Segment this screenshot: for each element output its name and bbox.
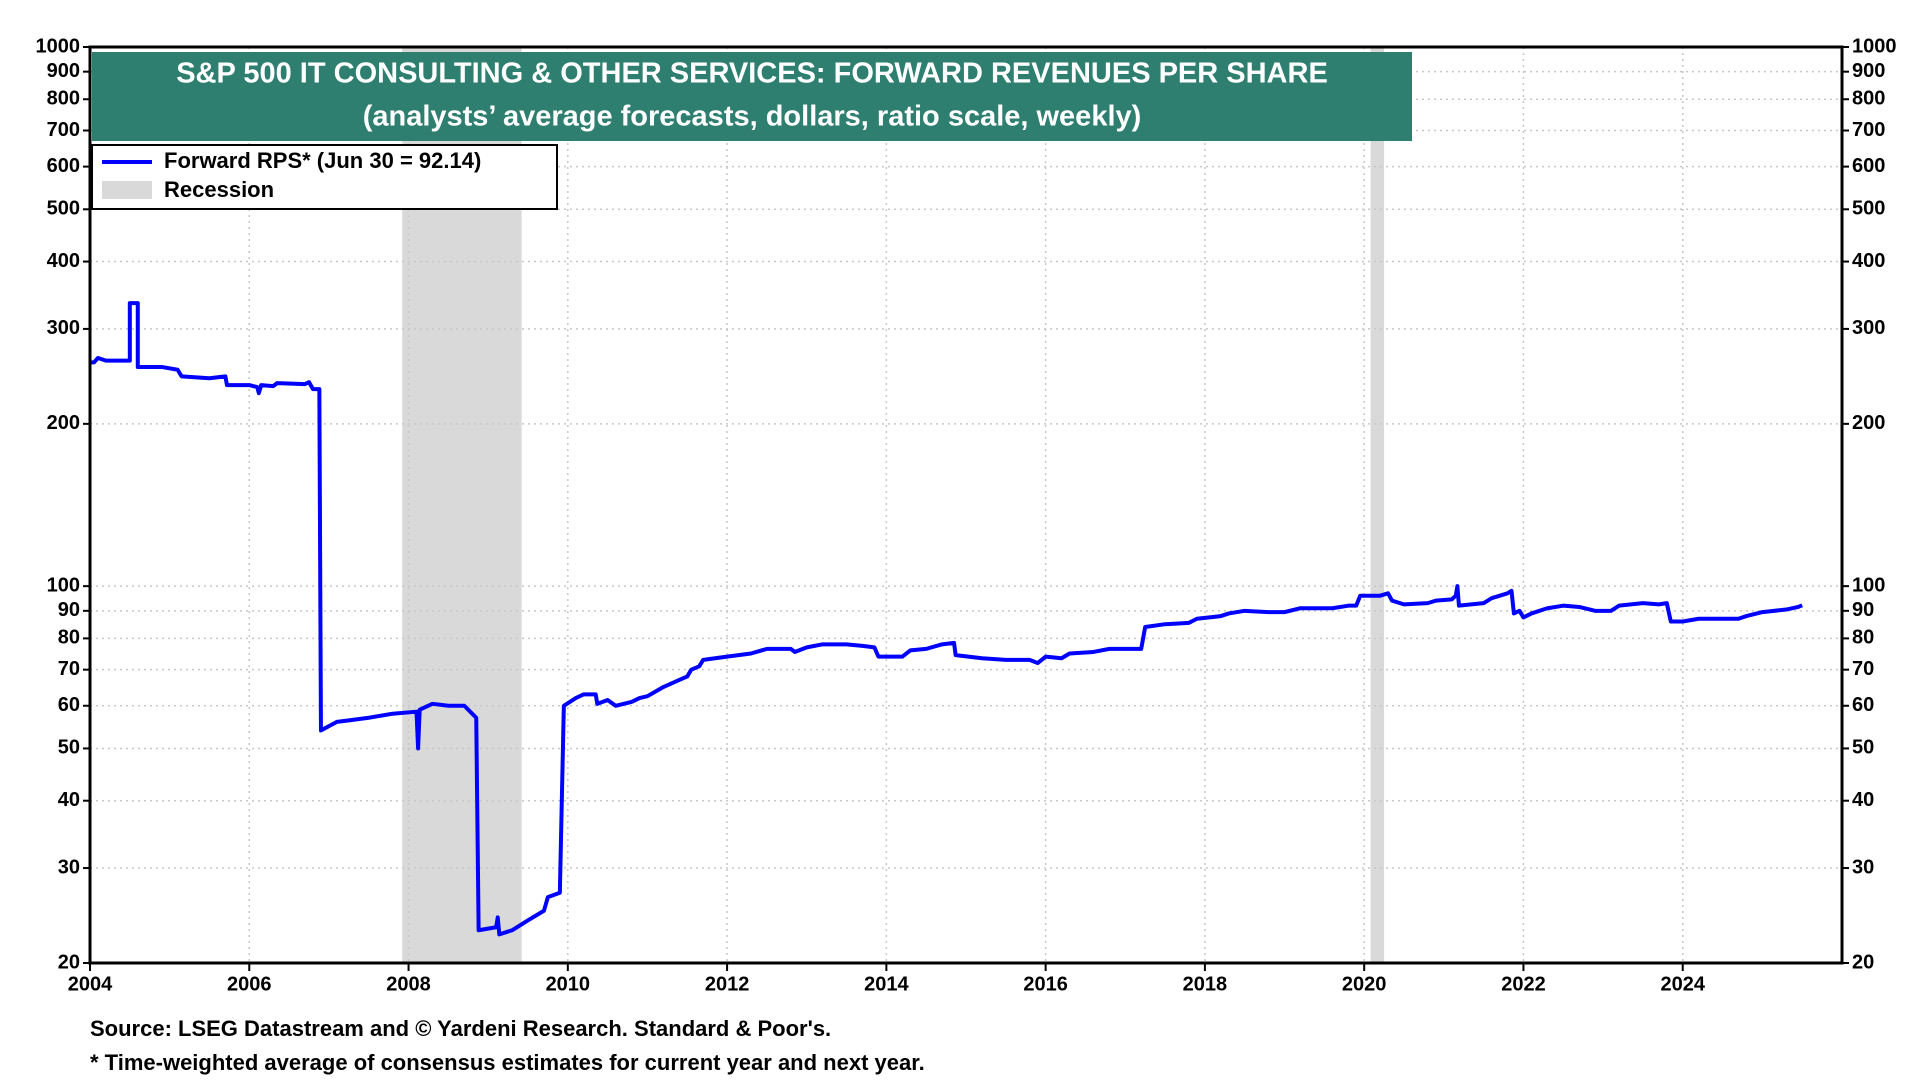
y2-tick-label: 600 (1852, 155, 1885, 177)
y2-tick-label: 80 (1852, 627, 1874, 649)
x-tick-label: 2006 (227, 973, 272, 995)
title-box (92, 52, 1412, 141)
y-tick-label: 1000 (36, 35, 81, 57)
y2-tick-label: 900 (1852, 60, 1885, 82)
y-tick-label: 70 (58, 658, 80, 680)
y-tick-label: 600 (47, 155, 80, 177)
y2-tick-label: 500 (1852, 198, 1885, 220)
y-tick-label: 40 (58, 789, 80, 811)
legend-swatch (102, 181, 152, 199)
chart-title: S&P 500 IT CONSULTING & OTHER SERVICES: … (176, 58, 1328, 90)
y-tick-label: 700 (47, 119, 80, 141)
data-line (90, 301, 1803, 937)
footnote: * Time-weighted average of consensus est… (90, 1050, 925, 1075)
y-tick-label: 90 (58, 599, 80, 621)
y-tick-label: 300 (47, 317, 80, 339)
y-tick-label: 50 (58, 737, 80, 759)
y2-tick-label: 20 (1852, 951, 1874, 973)
y-tick-label: 60 (58, 694, 80, 716)
y2-tick-label: 400 (1852, 250, 1885, 272)
y2-tick-label: 70 (1852, 658, 1874, 680)
x-tick-label: 2016 (1023, 973, 1068, 995)
y2-tick-label: 300 (1852, 317, 1885, 339)
legend-label: Recession (164, 177, 274, 202)
y2-tick-label: 800 (1852, 88, 1885, 110)
y-tick-label: 900 (47, 60, 80, 82)
y-tick-label: 800 (47, 88, 80, 110)
y2-tick-label: 90 (1852, 599, 1874, 621)
legend-label: Forward RPS* (Jun 30 = 92.14) (164, 148, 481, 173)
plot-frame (88, 45, 1844, 965)
y2-tick-label: 40 (1852, 789, 1874, 811)
legend-box (91, 144, 558, 210)
y2-tick-label: 60 (1852, 694, 1874, 716)
chart-subtitle: (analysts’ average forecasts, dollars, r… (363, 101, 1142, 133)
y-tick-label: 100 (47, 574, 80, 596)
y-tick-label: 80 (58, 627, 80, 649)
recession-band (1370, 47, 1385, 963)
y2-tick-label: 30 (1852, 856, 1874, 878)
x-tick-label: 2014 (864, 973, 909, 995)
x-tick-label: 2018 (1183, 973, 1228, 995)
y2-tick-label: 1000 (1852, 35, 1897, 57)
x-tick-label: 2020 (1342, 973, 1387, 995)
y-tick-label: 20 (58, 951, 80, 973)
x-tick-label: 2008 (386, 973, 431, 995)
y-tick-label: 400 (47, 250, 80, 272)
y2-tick-label: 50 (1852, 737, 1874, 759)
x-tick-label: 2012 (705, 973, 750, 995)
y2-tick-label: 200 (1852, 412, 1885, 434)
x-tick-label: 2004 (68, 973, 113, 995)
y2-tick-label: 700 (1852, 119, 1885, 141)
x-tick-label: 2022 (1501, 973, 1546, 995)
x-tick-label: 2010 (546, 973, 591, 995)
x-tick-label: 2024 (1660, 973, 1705, 995)
source-note: Source: LSEG Datastream and © Yardeni Re… (90, 1016, 831, 1041)
y2-tick-label: 100 (1852, 574, 1885, 596)
y-tick-label: 200 (47, 412, 80, 434)
y-tick-label: 30 (58, 856, 80, 878)
y-tick-label: 500 (47, 198, 80, 220)
